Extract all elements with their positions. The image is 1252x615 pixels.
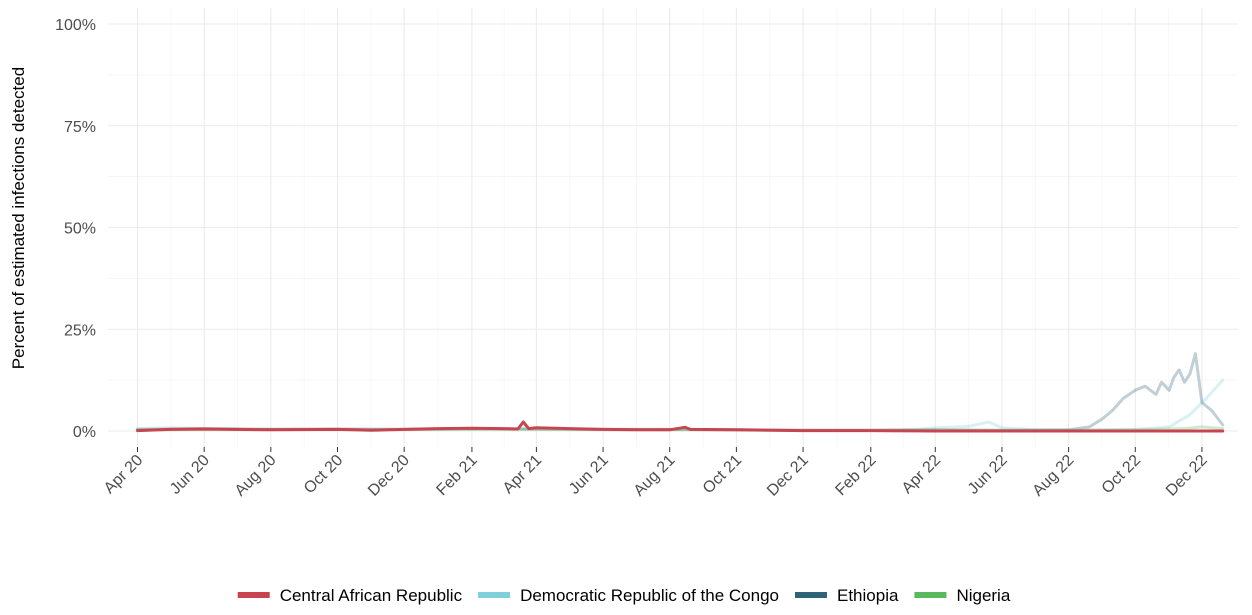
x-tick-label: Feb 21 (434, 452, 481, 499)
x-tick-label: Jun 22 (965, 452, 1011, 498)
x-tick-label: Aug 21 (631, 452, 679, 500)
legend: Central African Republic Democratic Repub… (237, 586, 1011, 605)
x-tick-label: Oct 22 (1099, 452, 1144, 497)
x-tick-label: Apr 21 (500, 452, 545, 497)
legend-label: Ethiopia (837, 586, 899, 605)
series-line-central-african-republic (136, 420, 1225, 433)
legend-label: Nigeria (956, 586, 1010, 605)
legend-key (795, 592, 827, 598)
y-tick-label: 50% (64, 221, 96, 238)
x-tick-label: Oct 21 (700, 452, 745, 497)
legend-key (478, 592, 511, 598)
legend-label: Democratic Republic of the Congo (520, 586, 779, 605)
x-tick-label: Apr 20 (101, 452, 146, 497)
series-line-democratic-republic-of-the-congo (136, 378, 1225, 432)
legend-label: Central African Republic (280, 586, 463, 605)
x-axis-ticks: Apr 20 Jun 20 Aug 20 Oct 20 Dec 20 Feb 21 Apr … (101, 447, 1211, 500)
x-tick-label: Aug 20 (232, 452, 280, 500)
x-tick-label: Aug 22 (1030, 452, 1078, 500)
x-tick-label: Jun 20 (167, 452, 213, 498)
major-gridlines (108, 8, 1238, 447)
y-tick-label: 75% (64, 119, 96, 136)
x-tick-label: Feb 22 (832, 452, 879, 499)
y-tick-label: 25% (64, 322, 96, 339)
x-tick-label: Dec 20 (365, 452, 413, 500)
y-axis-title: Percent of estimated infections detected (9, 67, 28, 369)
legend-key (237, 592, 270, 598)
series-line-ethiopia (136, 352, 1225, 432)
legend-key (914, 592, 947, 598)
x-tick-label: Jun 21 (566, 452, 612, 498)
y-axis-ticks: 0% 25% 50% 75% 100% (55, 17, 96, 441)
x-tick-label: Apr 22 (899, 452, 944, 497)
y-tick-label: 0% (73, 424, 96, 441)
x-tick-label: Dec 22 (1163, 452, 1211, 500)
y-tick-label: 100% (55, 17, 96, 34)
series-lines (136, 352, 1225, 433)
x-tick-label: Dec 21 (764, 452, 812, 500)
x-tick-label: Oct 20 (301, 452, 346, 497)
